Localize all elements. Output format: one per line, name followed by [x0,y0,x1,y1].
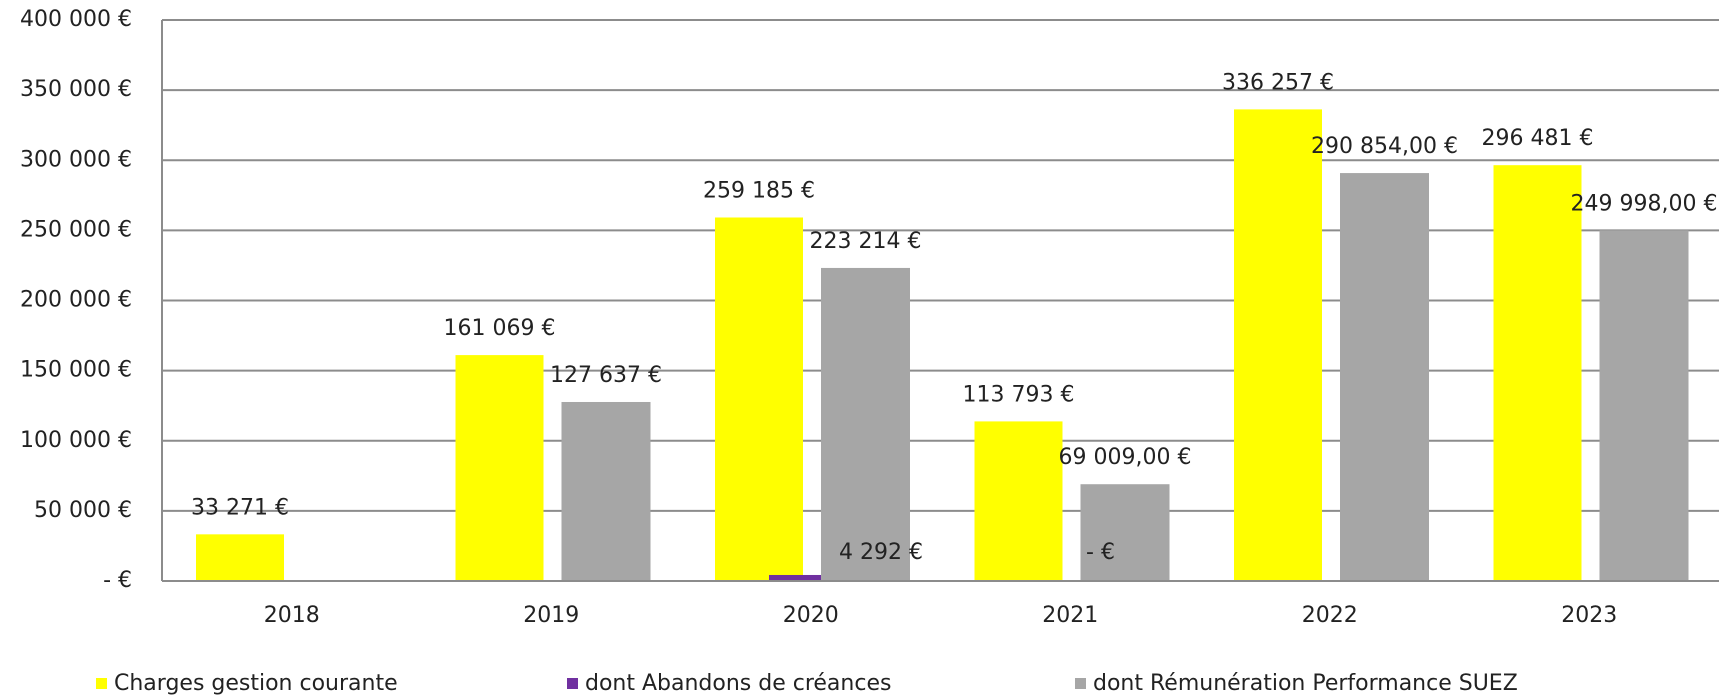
y-tick-label: 400 000 € [20,7,132,32]
bar [769,574,821,581]
data-label: 296 481 € [1482,126,1594,151]
data-label: 4 292 € [839,540,923,565]
y-tick-label: 100 000 € [20,428,132,453]
bar [196,534,284,581]
y-tick-label: 300 000 € [20,147,132,172]
bar [1080,484,1170,581]
data-label: 127 637 € [550,363,662,388]
x-tick-label: 2022 [1302,603,1358,628]
bar [1234,109,1322,581]
data-label: 69 009,00 € [1059,445,1192,470]
bar [561,401,651,581]
y-tick-label: 250 000 € [20,217,132,242]
bar [1493,165,1582,581]
data-label: - € [1086,540,1115,565]
y-tick-label: 150 000 € [20,358,132,383]
x-tick-label: 2018 [264,603,320,628]
data-label: 223 214 € [810,229,922,254]
y-tick-label: 50 000 € [34,498,132,523]
y-tick-label: 350 000 € [20,77,132,102]
x-tick-label: 2021 [1042,603,1098,628]
data-label: 336 257 € [1222,70,1334,95]
bar [821,267,910,581]
x-tick-label: 2023 [1561,603,1617,628]
y-tick-label: 200 000 € [20,288,132,313]
data-label: 161 069 € [444,316,556,341]
legend-label: dont Abandons de créances [585,671,891,696]
data-label: 113 793 € [963,382,1075,407]
legend-swatch [567,678,578,689]
x-tick-label: 2020 [783,603,839,628]
legend-label: Charges gestion courante [114,671,398,696]
data-label: 249 998,00 € [1571,191,1718,216]
legend-swatch [1075,678,1086,689]
legend-swatch [96,678,107,689]
data-label: 259 185 € [703,178,815,203]
y-tick-label: - € [103,568,132,593]
bar [455,355,544,581]
data-label: 33 271 € [191,495,289,520]
legend-label: dont Rémunération Performance SUEZ [1093,671,1518,696]
data-label: 290 854,00 € [1311,134,1458,159]
bar [974,421,1063,581]
bar [715,217,803,581]
x-tick-label: 2019 [523,603,579,628]
bar [1340,173,1429,581]
bar [1599,230,1689,581]
